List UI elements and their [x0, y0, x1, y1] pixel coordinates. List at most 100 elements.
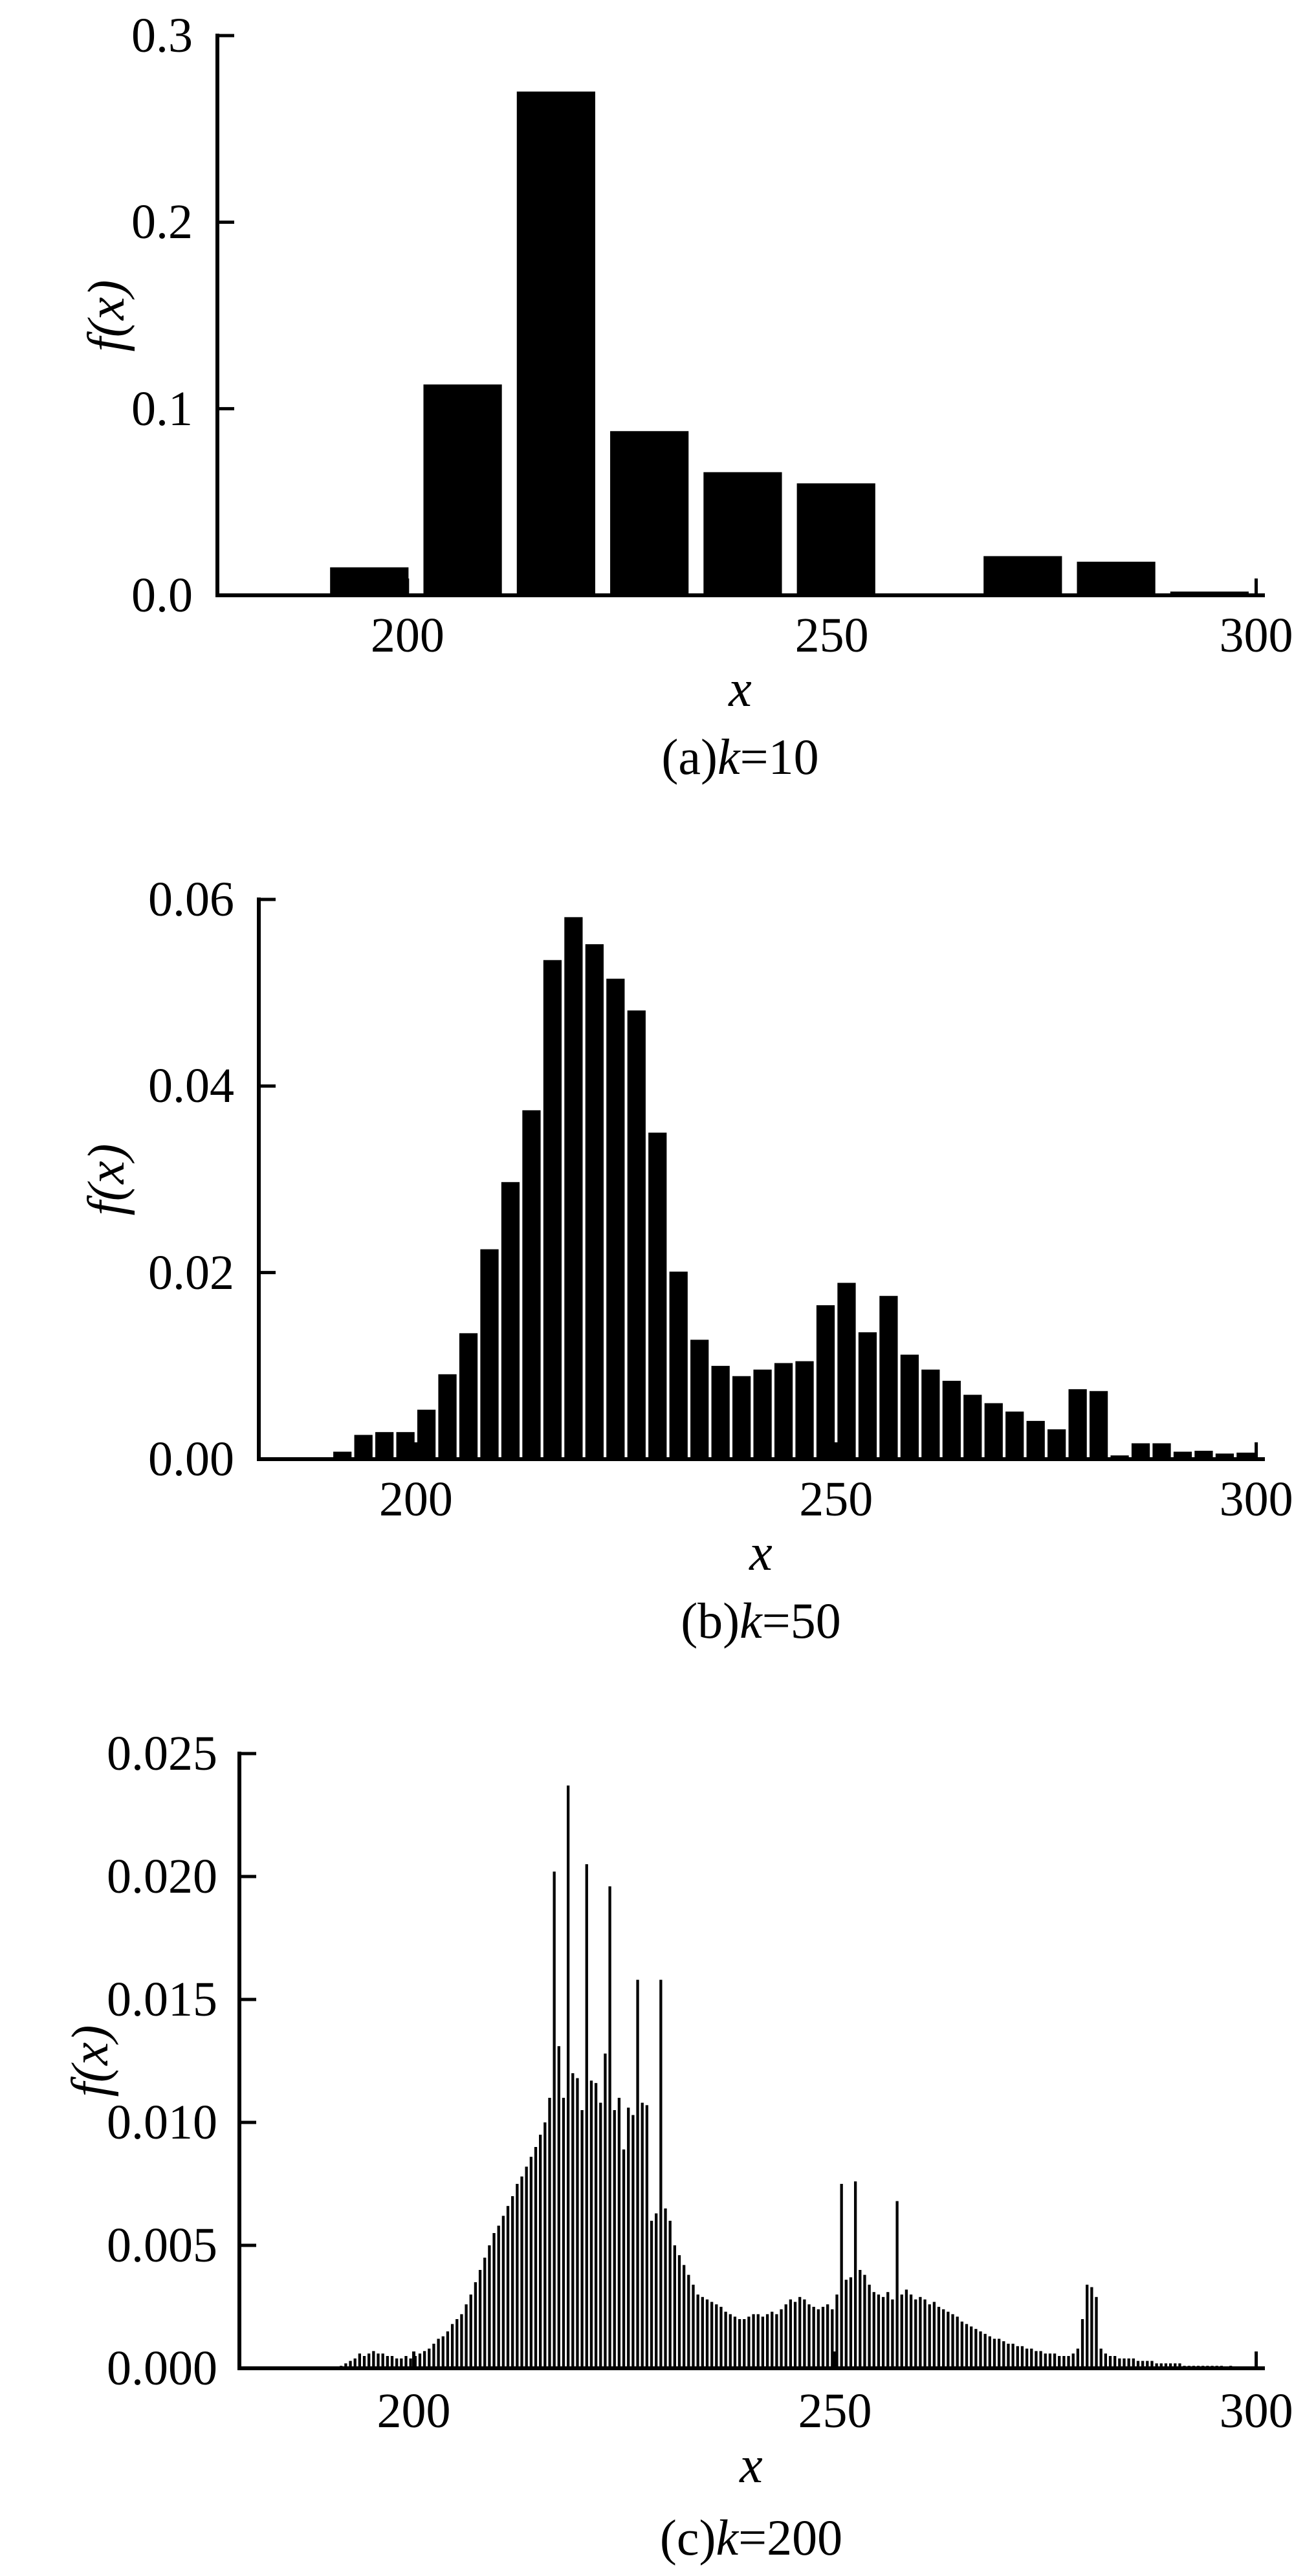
bar-c-140	[979, 2331, 982, 2368]
bar-c-100	[793, 2302, 797, 2368]
bar-c-95	[771, 2311, 774, 2368]
xtick-label-a-200: 200	[370, 608, 444, 663]
bar-c-183	[1178, 2363, 1181, 2368]
bar-c-134	[951, 2314, 954, 2368]
bar-b-39	[1152, 1443, 1171, 1459]
bar-b-38	[1131, 1443, 1150, 1459]
bar-c-36	[497, 2225, 500, 2368]
bars-c	[340, 1785, 1233, 2368]
bar-c-93	[761, 2317, 765, 2368]
bar-b-27	[900, 1354, 919, 1459]
bar-c-74	[673, 2245, 676, 2368]
bar-c-133	[947, 2311, 950, 2368]
bar-c-50	[562, 2098, 565, 2368]
bar-b-7	[480, 1249, 499, 1460]
bar-c-63	[622, 2149, 626, 2368]
bar-c-154	[1044, 2353, 1047, 2368]
ytick-label-a-0.0: 0.0	[131, 568, 193, 622]
ytick-label-b-0.04: 0.04	[148, 1059, 234, 1114]
bar-c-21	[428, 2348, 431, 2368]
bar-b-3	[396, 1432, 415, 1459]
bar-c-102	[803, 2299, 806, 2368]
bar-c-161	[1076, 2348, 1080, 2368]
bar-b-9	[522, 1110, 541, 1459]
bar-c-92	[756, 2314, 760, 2368]
bar-a-1	[423, 384, 502, 595]
bar-c-84	[719, 2307, 723, 2368]
bar-b-13	[606, 978, 625, 1459]
bar-b-41	[1194, 1451, 1213, 1459]
bar-c-146	[1007, 2344, 1010, 2368]
ytick-label-c-0.025: 0.025	[107, 1726, 217, 1781]
bars-b	[333, 917, 1255, 1460]
bar-c-80	[701, 2296, 704, 2368]
bar-c-53	[576, 2078, 579, 2368]
bar-c-77	[687, 2274, 690, 2368]
bar-c-163	[1086, 2284, 1089, 2368]
bar-b-30	[963, 1394, 982, 1459]
xtick-label-c-200: 200	[377, 2384, 451, 2438]
bar-c-28	[460, 2314, 463, 2368]
bar-c-54	[580, 2110, 584, 2368]
bar-c-162	[1080, 2319, 1084, 2368]
bar-c-70	[655, 2213, 658, 2368]
bar-c-158	[1062, 2356, 1066, 2368]
bar-c-142	[988, 2336, 991, 2368]
bar-c-165	[1095, 2296, 1098, 2368]
bar-c-136	[960, 2321, 963, 2368]
bar-c-45	[539, 2135, 542, 2368]
bar-c-35	[492, 2233, 496, 2368]
bar-b-1	[354, 1435, 373, 1459]
bar-c-97	[780, 2309, 783, 2368]
bar-b-18	[711, 1365, 730, 1459]
x-axis-label-a: x	[729, 661, 752, 718]
ytick-label-a-0.1: 0.1	[131, 381, 193, 436]
bar-b-0	[333, 1451, 352, 1459]
bar-c-151	[1030, 2348, 1033, 2368]
bar-c-98	[784, 2304, 787, 2368]
bar-c-143	[992, 2339, 996, 2368]
bar-c-105	[817, 2309, 820, 2368]
bar-b-16	[669, 1271, 688, 1459]
bar-c-170	[1118, 2358, 1121, 2368]
bar-c-129	[928, 2304, 931, 2368]
bar-b-40	[1173, 1451, 1192, 1459]
caption-c-k: k	[716, 2509, 739, 2566]
bar-c-29	[465, 2304, 468, 2368]
bar-c-85	[724, 2311, 727, 2368]
bar-c-115	[863, 2274, 866, 2368]
bar-c-38	[506, 2206, 510, 2368]
bar-c-5	[353, 2358, 356, 2368]
caption-b-suffix: =50	[762, 1592, 841, 1649]
bar-c-152	[1035, 2351, 1038, 2368]
bar-c-62	[617, 2098, 621, 2368]
bar-b-42	[1215, 1453, 1234, 1459]
bar-b-24	[837, 1282, 856, 1459]
bar-c-4	[349, 2361, 352, 2368]
bar-c-34	[488, 2245, 491, 2368]
bar-c-71	[659, 1979, 663, 2368]
bar-c-109	[835, 2295, 839, 2368]
bar-c-174	[1136, 2361, 1140, 2368]
bar-c-44	[534, 2147, 538, 2368]
bar-c-168	[1108, 2356, 1112, 2368]
bar-c-176	[1146, 2361, 1149, 2368]
bar-c-82	[710, 2302, 714, 2368]
bar-c-112	[849, 2277, 853, 2368]
bar-b-34	[1047, 1429, 1066, 1459]
bar-c-55	[585, 1864, 588, 2368]
caption-c-suffix: =200	[738, 2509, 843, 2566]
ytick-label-c-0.000: 0.000	[107, 2341, 217, 2395]
bar-c-67	[641, 2102, 644, 2368]
bar-c-42	[525, 2166, 528, 2368]
bar-c-16	[404, 2356, 408, 2368]
bar-c-49	[557, 2046, 560, 2368]
bar-b-29	[942, 1380, 961, 1459]
caption-a-prefix: (a)	[661, 729, 718, 785]
bar-c-37	[501, 2216, 505, 2368]
bar-c-10	[377, 2353, 380, 2368]
bar-c-32	[478, 2270, 482, 2368]
bar-b-6	[459, 1333, 478, 1460]
bar-c-173	[1132, 2358, 1135, 2368]
